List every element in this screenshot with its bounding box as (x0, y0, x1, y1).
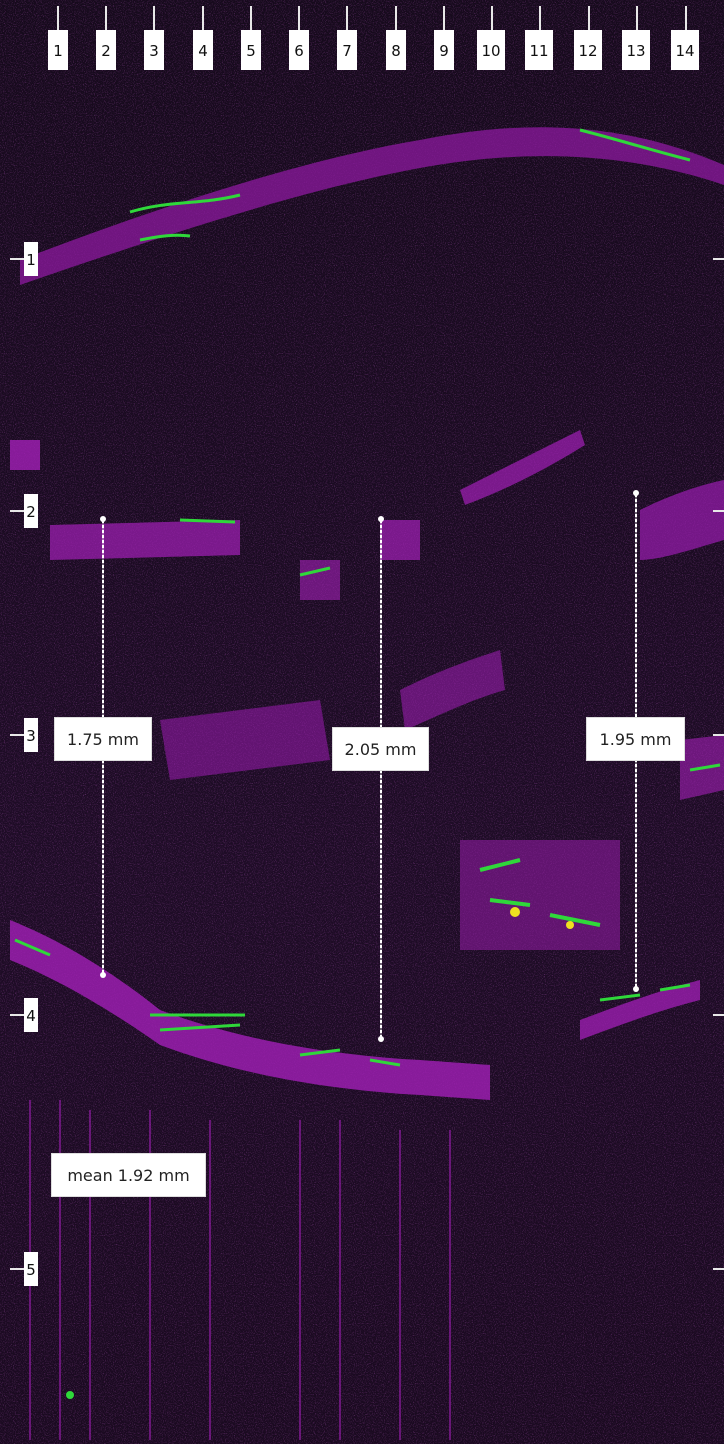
caliper-handle[interactable] (100, 516, 106, 522)
depth-label: 2 (24, 494, 38, 528)
ruler-tick (346, 6, 348, 34)
ruler-tick (539, 6, 541, 34)
caliper-handle[interactable] (100, 972, 106, 978)
right-tick (713, 258, 724, 260)
depth-tick (10, 1014, 26, 1016)
right-tick (713, 510, 724, 512)
ruler-tick (491, 6, 493, 34)
depth-tick (10, 510, 26, 512)
depth-label: 3 (24, 718, 38, 752)
ruler-tick (153, 6, 155, 34)
ruler-label: 14 (671, 30, 699, 70)
right-tick (713, 1268, 724, 1270)
depth-label: 5 (24, 1252, 38, 1286)
ruler-tick (298, 6, 300, 34)
ruler-tick (250, 6, 252, 34)
caliper-handle[interactable] (633, 490, 639, 496)
caliper-line (380, 520, 382, 1040)
ruler-label: 6 (289, 30, 309, 70)
mean-measurement-label: mean 1.92 mm (51, 1153, 206, 1197)
measurement-label-3: 1.95 mm (586, 717, 685, 761)
ruler-label: 9 (434, 30, 454, 70)
caliper-handle[interactable] (378, 1036, 384, 1042)
depth-tick (10, 1268, 26, 1270)
ruler-label: 11 (525, 30, 553, 70)
ruler-label: 7 (337, 30, 357, 70)
caliper-handle[interactable] (633, 986, 639, 992)
ruler-tick (588, 6, 590, 34)
ruler-tick (685, 6, 687, 34)
measurement-label-1: 1.75 mm (54, 717, 152, 761)
ruler-tick (105, 6, 107, 34)
ruler-label: 3 (144, 30, 164, 70)
ruler-label: 8 (386, 30, 406, 70)
measurement-label-2: 2.05 mm (332, 727, 429, 771)
ruler-label: 5 (241, 30, 261, 70)
depth-label: 1 (24, 242, 38, 276)
ruler-tick (57, 6, 59, 34)
ruler-label: 10 (477, 30, 505, 70)
depth-tick (10, 734, 26, 736)
ruler-label: 2 (96, 30, 116, 70)
ruler-label: 1 (48, 30, 68, 70)
ruler-label: 13 (622, 30, 650, 70)
caliper-handle[interactable] (378, 516, 384, 522)
right-tick (713, 1014, 724, 1016)
ruler-label: 12 (574, 30, 602, 70)
ruler-tick (202, 6, 204, 34)
ruler-tick (443, 6, 445, 34)
ruler-tick (636, 6, 638, 34)
ruler-label: 4 (193, 30, 213, 70)
right-tick (713, 734, 724, 736)
ruler-tick (395, 6, 397, 34)
depth-tick (10, 258, 26, 260)
depth-label: 4 (24, 998, 38, 1032)
